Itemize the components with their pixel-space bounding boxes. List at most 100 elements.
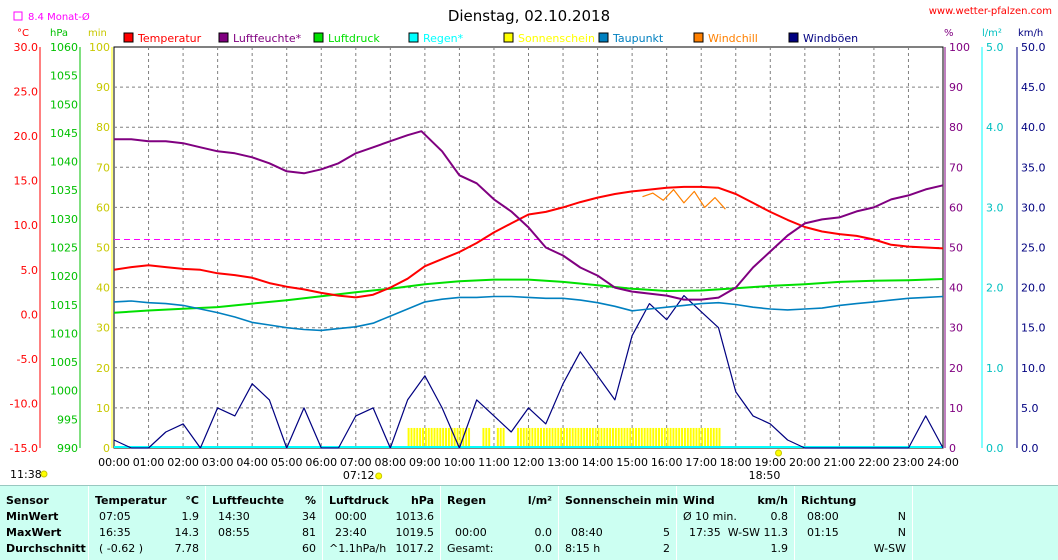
stats-temp-max-value: 14.3 [174, 526, 200, 539]
sunshine-bar [678, 427, 681, 448]
sunshine-bar [540, 427, 543, 448]
stats-wind-max-value: W-SW 11.3 [727, 526, 788, 539]
website-link[interactable]: www.wetter-pfalzen.com [929, 6, 1052, 17]
axes: 30.0 25.0 20.0 15.0 10.0 5.0 0.0 -5.0 -10.0 -15.0… [10, 41, 1046, 455]
sunshine-bar [410, 427, 413, 448]
legend-label-2: Luftdruck [328, 32, 380, 45]
stats-row-min: MinWert [6, 510, 59, 523]
sunshine-bar [436, 427, 439, 448]
stats-rain-max-value: 0.0 [534, 526, 553, 539]
humidity-axis-tick: 0 [949, 442, 956, 455]
humidity-axis-tick: 90 [949, 81, 963, 94]
sunshine-bar [557, 427, 560, 448]
stats-hum-header: Luftfeuchte [212, 494, 285, 507]
sunshine-bar [715, 427, 718, 448]
rain-axis-tick: 1.0 [986, 362, 1004, 375]
x-tick-label: 00:00 [98, 456, 130, 469]
sunshine-axis-tick: 30 [96, 322, 110, 335]
sunshine-bar [522, 427, 525, 448]
legend-label-6: Windchill [708, 32, 758, 45]
sunshine-bar [525, 427, 528, 448]
legend-label-3: Regen* [423, 32, 464, 45]
legend-label-1: Luftfeuchte* [233, 32, 302, 45]
x-tick-label: 13:00 [547, 456, 579, 469]
legend: Temperatur Luftfeuchte* Luftdruck Regen* Son… [123, 32, 858, 45]
x-tick-label: 03:00 [202, 456, 234, 469]
sunshine-bar [591, 427, 594, 448]
stats-press-unit: hPa [410, 494, 434, 507]
stats-temp-min-time: 07:05 [99, 510, 131, 523]
stats-rain-header: Regen [447, 494, 487, 507]
sunshine-bar [502, 427, 505, 448]
wind-axis-tick: 45.0 [1021, 81, 1046, 94]
wind-axis-tick: 20.0 [1021, 282, 1046, 295]
wind-axis-tick: 30.0 [1021, 201, 1046, 214]
month-avg-label: 8.4 Monat-Ø [28, 11, 90, 23]
stats-press-max-value: 1019.5 [395, 526, 435, 539]
stats-dir-row3-value: W-SW [873, 542, 906, 555]
stats-press-min-value: 1013.6 [395, 510, 435, 523]
legend-swatch-0 [123, 32, 134, 43]
temp-axis-tick: 20.0 [14, 130, 39, 143]
stats-temp-header: Temperatur [95, 494, 167, 507]
sunshine-bar [655, 427, 658, 448]
x-tick-label: 15:00 [616, 456, 648, 469]
sunshine-bar [620, 427, 623, 448]
rain-axis-tick: 2.0 [986, 282, 1004, 295]
stats-press-max-time: 23:40 [335, 526, 367, 539]
temp-axis-tick: 0.0 [21, 308, 39, 321]
x-tick-label: 12:00 [513, 456, 545, 469]
temp-axis-tick: 5.0 [21, 264, 39, 277]
wind-axis-tick: 5.0 [1021, 402, 1039, 415]
sunshine-bar [675, 427, 678, 448]
sunshine-bar [611, 427, 614, 448]
stats-press-trend: ^1.1hPa/h [329, 542, 387, 555]
sunshine-bar [407, 427, 410, 448]
sunshine-bar [603, 427, 606, 448]
stats-temp-max-time: 16:35 [99, 526, 131, 539]
pressure-axis-tick: 1045 [50, 127, 78, 140]
stats-row-avg: Durchschnitt [6, 542, 86, 555]
clock-label: 11:38 [10, 468, 42, 481]
sunshine-bar [421, 427, 424, 448]
x-tick-label: 17:00 [685, 456, 717, 469]
sunshine-bar [442, 427, 445, 448]
sunshine-bar [427, 427, 430, 448]
sunshine-bar [433, 427, 436, 448]
wind-axis-tick: 35.0 [1021, 161, 1046, 174]
sunshine-bar [485, 427, 488, 448]
sunshine-bar [649, 427, 652, 448]
sunshine-bar [588, 427, 591, 448]
stats-col-humidity: Luftfeuchte % 14:30 34 08:55 81 60 [206, 486, 323, 560]
sunshine-bar [568, 427, 571, 448]
sunrise-label: 07:12 [343, 469, 375, 482]
stats-sun-header: Sonnenschein min [565, 494, 679, 507]
sunrise-icon [375, 472, 383, 480]
sunshine-bar [430, 427, 433, 448]
sunshine-bar [660, 427, 663, 448]
grid [114, 47, 943, 448]
clock-sun-icon [40, 470, 48, 478]
sunshine-bar [695, 427, 698, 448]
sunshine-bar [637, 427, 640, 448]
sunshine-bar [565, 427, 568, 448]
sunshine-bar [652, 427, 655, 448]
legend-label-7: Windböen [803, 32, 858, 45]
legend-swatch-6 [693, 32, 704, 43]
legend-swatch-3 [408, 32, 419, 43]
stats-dir-row2-time: 01:15 [807, 526, 839, 539]
stats-hum-avg-value: 60 [302, 542, 316, 555]
temp-axis-tick: -5.0 [17, 353, 38, 366]
stats-wind-avg-label: Ø 10 min. [683, 510, 737, 523]
sunshine-bar [496, 427, 499, 448]
x-tick-label: 06:00 [305, 456, 337, 469]
sunshine-bar [551, 427, 554, 448]
x-tick-label: 23:00 [893, 456, 925, 469]
sunshine-bar [465, 427, 468, 448]
stats-sun-max-time: 08:40 [571, 526, 603, 539]
x-tick-label: 20:00 [789, 456, 821, 469]
humidity-axis-tick: 20 [949, 362, 963, 375]
sunshine-bar [623, 427, 626, 448]
stats-col-sunshine: Sonnenschein min 08:40 5 8:15 h 2 [559, 486, 679, 560]
sunshine-bar [534, 427, 537, 448]
